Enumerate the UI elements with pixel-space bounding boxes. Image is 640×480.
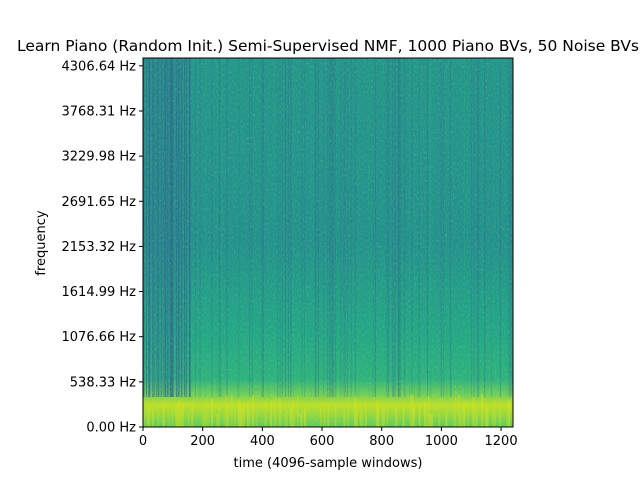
heatmap-texture	[143, 58, 513, 427]
plot-area	[143, 58, 513, 427]
y-tick-label: 4306.64 Hz	[62, 59, 137, 74]
x-tick-label: 400	[250, 434, 275, 449]
y-axis-label: frequency	[34, 210, 49, 276]
y-tick-label: 1076.66 Hz	[62, 330, 137, 345]
y-tick-label: 0.00 Hz	[86, 421, 136, 436]
y-tick-label: 1614.99 Hz	[62, 285, 137, 300]
y-tick-label: 3768.31 Hz	[62, 104, 137, 119]
x-tick-label: 200	[190, 434, 215, 449]
y-axis: 0.00 Hz 538.33 Hz 1076.66 Hz 1614.99 Hz 2153…	[62, 59, 143, 436]
x-axis: 0 200 400 600 800 1000 1200	[139, 427, 518, 449]
plot-frame	[142, 57, 514, 428]
y-tick-label: 538.33 Hz	[70, 375, 136, 390]
y-tick-label: 2153.32 Hz	[62, 240, 137, 255]
y-tick-label: 2691.65 Hz	[62, 195, 137, 210]
chart-title: Learn Piano (Random Init.) Semi-Supervis…	[17, 37, 639, 55]
y-tick-label: 3229.98 Hz	[62, 150, 137, 165]
x-tick-label: 600	[310, 434, 335, 449]
x-tick-label: 1000	[425, 434, 458, 449]
x-tick-label: 800	[369, 434, 394, 449]
x-tick-label: 1200	[485, 434, 518, 449]
x-axis-label: time (4096-sample windows)	[234, 456, 423, 471]
x-tick-label: 0	[139, 434, 147, 449]
